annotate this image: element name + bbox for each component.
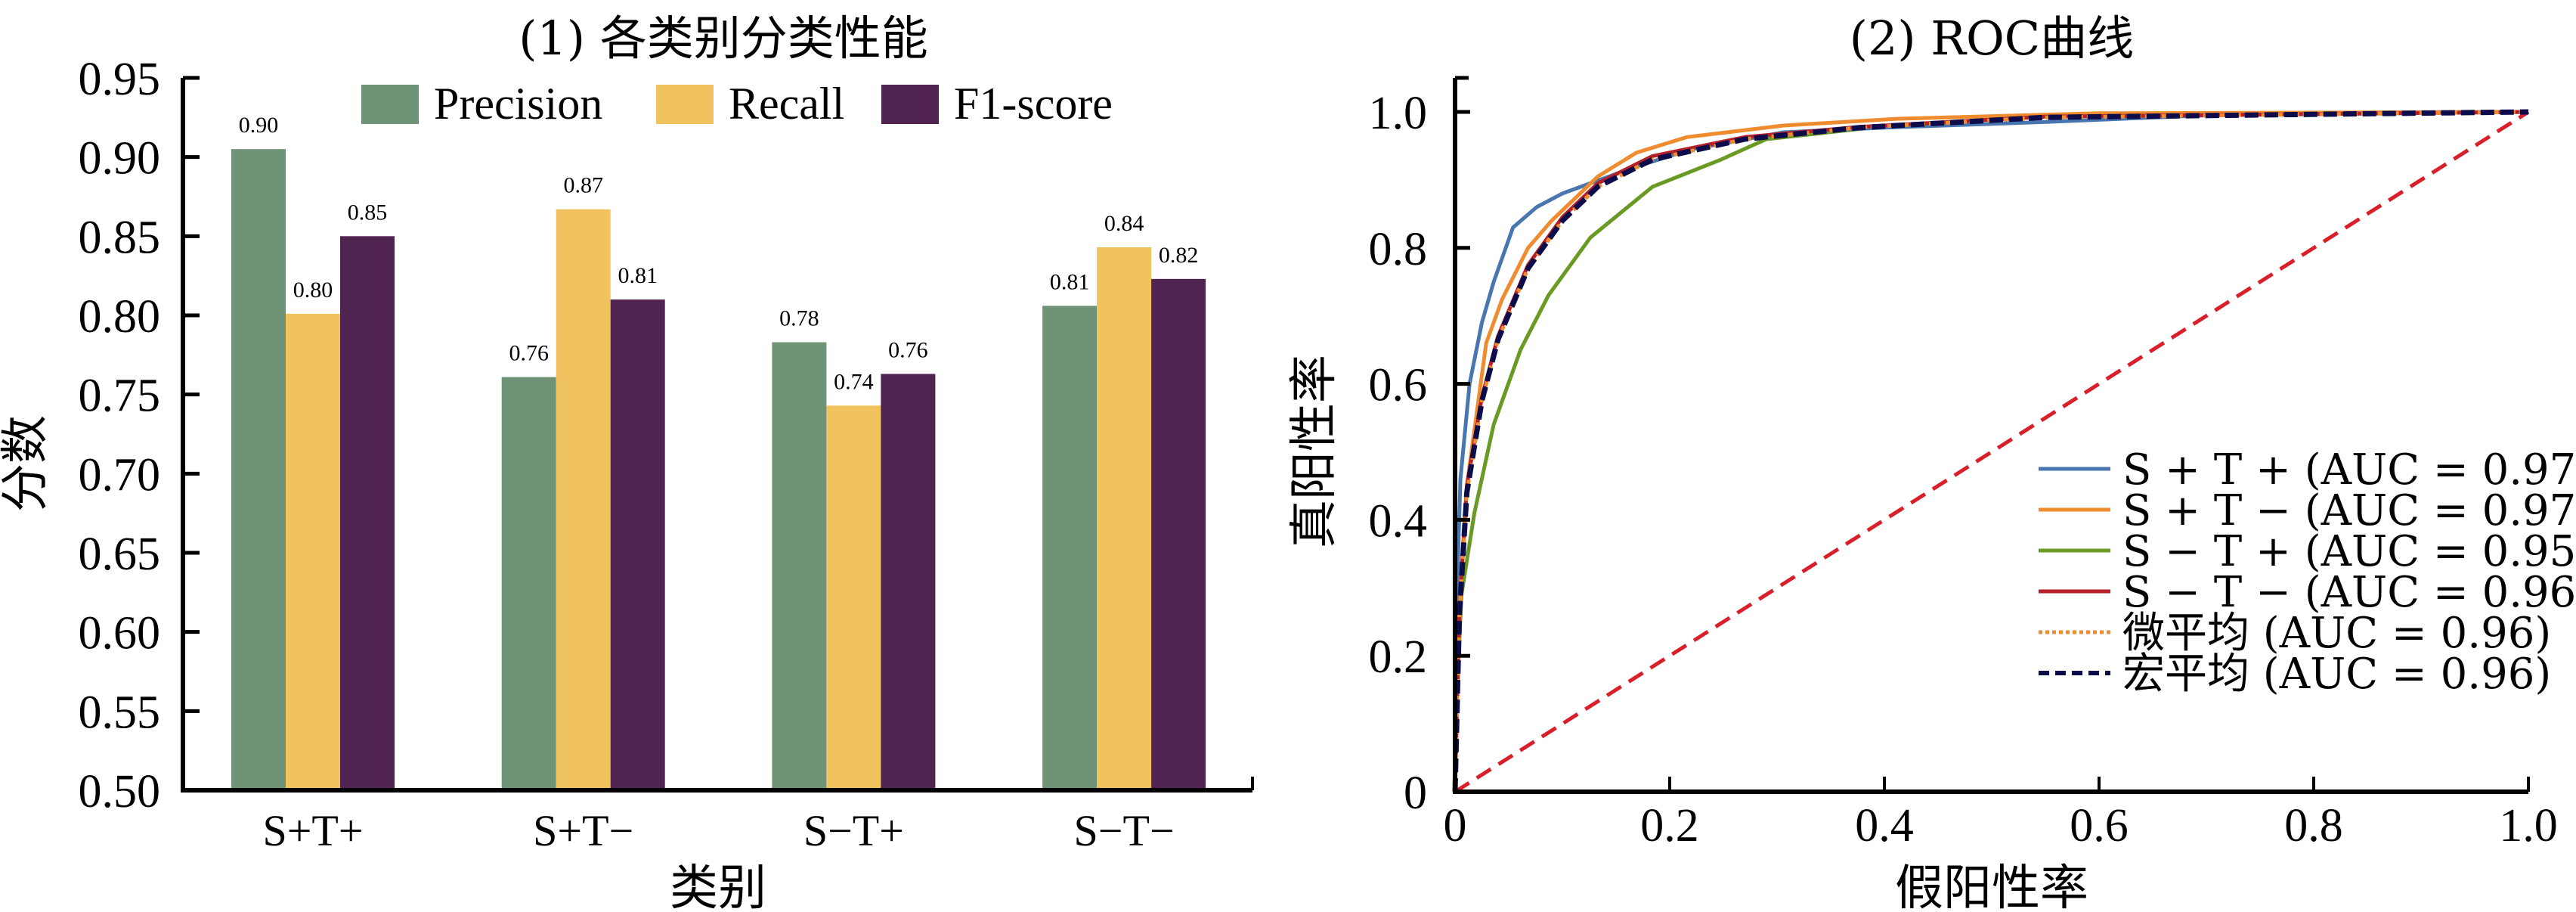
roc-x-tick-label: 0.4 [1855, 800, 1914, 852]
roc-chart-axes [1453, 76, 2528, 794]
bar-chart-value-labels: 0.90 0.80 0.85 0.76 0.87 0.81 0.78 0.74 0.76 0.81… [239, 113, 1199, 394]
bar-f1-score-3 [1151, 278, 1206, 790]
bar-precision-0 [231, 149, 286, 790]
roc-y-tick-label: 1.0 [1369, 88, 1428, 139]
legend-swatch-recall [656, 85, 714, 124]
bar-chart-legend: Precision Recall F1-score [361, 79, 1113, 129]
roc-x-tick-label: 0.2 [1640, 800, 1699, 852]
bar-f1-score-1 [610, 299, 665, 791]
bar-chart-panel: (1) 各类别分类性能 分数 类别 0.500.550.600.650.700.… [0, 11, 1254, 912]
bar-recall-2 [826, 405, 881, 790]
bar-value-label: 0.85 [348, 200, 388, 225]
bar-chart-x-tick-label: S−T− [1074, 806, 1175, 855]
bar-value-label: 0.84 [1104, 211, 1144, 236]
legend-label: Recall [729, 79, 844, 129]
bar-chart-y-tick-label: 0.85 [79, 212, 161, 263]
bar-precision-3 [1042, 306, 1098, 790]
bar-chart-y-tick-label: 0.70 [79, 449, 161, 501]
roc-chance-diagonal [1454, 110, 2530, 794]
bar-recall-0 [286, 313, 340, 790]
roc-x-tick-label: 0.8 [2284, 800, 2343, 852]
bar-chart-x-tick-label: S+T+ [262, 806, 363, 855]
roc-chart-legend: S + T + (AUC = 0.97)S + T − (AUC = 0.97)… [2039, 445, 2576, 699]
roc-y-tick-label: 0.4 [1369, 495, 1428, 547]
bar-value-label: 0.81 [1050, 269, 1090, 294]
bar-value-label: 0.87 [563, 173, 603, 198]
roc-chart-title: (2) ROC曲线 [1850, 11, 2134, 66]
roc-legend-label: 宏平均 (AUC = 0.96) [2122, 650, 2551, 699]
bar-value-label: 0.76 [888, 337, 928, 362]
roc-y-tick-label: 0.2 [1369, 631, 1428, 683]
bar-chart-y-tick-label: 0.50 [79, 766, 161, 817]
bar-f1-score-2 [881, 374, 936, 790]
bar-precision-1 [501, 377, 556, 790]
bar-value-label: 0.82 [1159, 243, 1199, 268]
legend-swatch-f1-score [881, 85, 939, 124]
bar-chart-y-tick-label: 0.90 [79, 133, 161, 185]
legend-label: Precision [434, 79, 602, 129]
bar-chart-y-ticks: 0.50 0.55 0.60 0.65 0.70 0.75 0.80 0.85 0.90 0.95 [79, 54, 200, 817]
bar-chart-y-tick-label: 0.95 [79, 54, 161, 105]
roc-chart-x-axis-label: 假阳性率 [1895, 861, 2088, 912]
bar-recall-1 [556, 209, 611, 790]
bar-chart-y-tick-label: 0.65 [79, 529, 161, 580]
bar-chart-axes [181, 78, 1252, 793]
legend-swatch-precision [361, 85, 419, 124]
bar-chart-x-tick-label: S−T+ [803, 806, 904, 855]
bar-chart-y-tick-label: 0.75 [79, 371, 161, 422]
roc-legend-label: S − T + (AUC = 0.95) [2122, 527, 2576, 576]
roc-x-tick-label: 1.0 [2499, 800, 2558, 852]
roc-y-tick-label: 0.8 [1369, 224, 1428, 275]
roc-legend-label: S − T − (AUC = 0.96) [2122, 568, 2576, 617]
bar-chart-x-tick-label: S+T− [533, 806, 633, 855]
bar-f1-score-0 [340, 236, 395, 790]
bar-recall-3 [1097, 247, 1152, 790]
bar-value-label: 0.80 [293, 278, 333, 302]
roc-x-tick-label: 0 [1444, 800, 1467, 852]
legend-label: F1-score [954, 79, 1113, 129]
roc-chart-curves [1452, 109, 2530, 794]
bar-value-label: 0.76 [509, 341, 549, 366]
bar-chart-y-tick-label: 0.55 [79, 687, 161, 738]
bar-chart-y-axis-label: 分数 [0, 415, 54, 512]
roc-chart-y-axis-label: 真阳性率 [1286, 355, 1342, 548]
bar-chart-title: (1) 各类别分类性能 [519, 11, 928, 66]
bar-precision-2 [772, 342, 827, 790]
bar-value-label: 0.90 [239, 113, 279, 138]
bar-value-label: 0.81 [618, 263, 658, 288]
roc-x-tick-label: 0.6 [2070, 800, 2129, 852]
roc-y-tick-label: 0 [1404, 768, 1427, 819]
bar-chart-y-tick-label: 0.60 [79, 608, 161, 659]
roc-curve-5 [1452, 109, 2529, 793]
roc-chart-x-ticks: 0 0.2 0.4 0.6 0.8 1.0 [1444, 777, 2558, 852]
bar-value-label: 0.74 [834, 369, 874, 394]
roc-chart-panel: (2) ROC曲线 真阳性率 假阳性率 0 0.2 0.4 0.6 0.8 1.0 0 0.… [1286, 11, 2576, 912]
bar-chart-y-tick-label: 0.80 [79, 291, 161, 343]
bar-chart-bars [231, 149, 1206, 791]
roc-legend-label: S + T + (AUC = 0.97) [2122, 445, 2576, 495]
roc-y-tick-label: 0.6 [1369, 360, 1428, 411]
bar-chart-x-axis-label: 类别 [670, 861, 766, 912]
roc-legend-label: 微平均 (AUC = 0.96) [2122, 609, 2551, 658]
roc-legend-label: S + T − (AUC = 0.97) [2122, 486, 2576, 535]
bar-chart-x-ticks: S+T+ S+T− S−T+ S−T− [262, 777, 1254, 855]
roc-chart-y-ticks: 0 0.2 0.4 0.6 0.8 1.0 [1369, 88, 1470, 819]
bar-value-label: 0.78 [779, 306, 819, 331]
